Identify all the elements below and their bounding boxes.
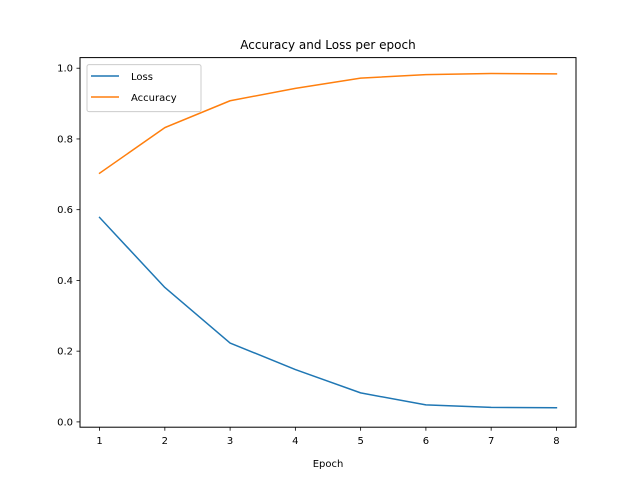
plot-lines: [98, 72, 558, 409]
legend: Loss Accuracy: [86, 64, 202, 113]
y-tick-label: 0.0: [57, 417, 73, 428]
x-tick-label: 5: [357, 436, 363, 447]
series-line-accuracy: [98, 72, 558, 175]
x-axis-ticks: 1 2 3 4 5 6 7 8: [96, 427, 560, 447]
chart-title: Accuracy and Loss per epoch: [240, 38, 415, 52]
x-tick-label: 6: [423, 436, 429, 447]
x-tick-label: 8: [553, 436, 559, 447]
x-tick-label: 1: [96, 436, 102, 447]
y-tick-label: 0.8: [57, 134, 73, 145]
y-tick-label: 0.4: [57, 276, 73, 287]
y-axis-ticks: 0.0 0.2 0.4 0.6 0.8 1.0: [57, 64, 80, 428]
x-tick-label: 7: [488, 436, 494, 447]
x-tick-label: 3: [227, 436, 233, 447]
y-tick-label: 0.2: [57, 347, 73, 358]
y-tick-label: 0.6: [57, 205, 73, 216]
legend-label-loss: Loss: [131, 72, 153, 83]
x-axis-label: Epoch: [313, 459, 344, 470]
y-tick-label: 1.0: [57, 64, 73, 75]
legend-label-accuracy: Accuracy: [131, 93, 177, 104]
plot-frame: [79, 57, 577, 428]
x-tick-label: 4: [292, 436, 298, 447]
x-tick-label: 2: [162, 436, 168, 447]
series-line-loss: [98, 216, 558, 409]
